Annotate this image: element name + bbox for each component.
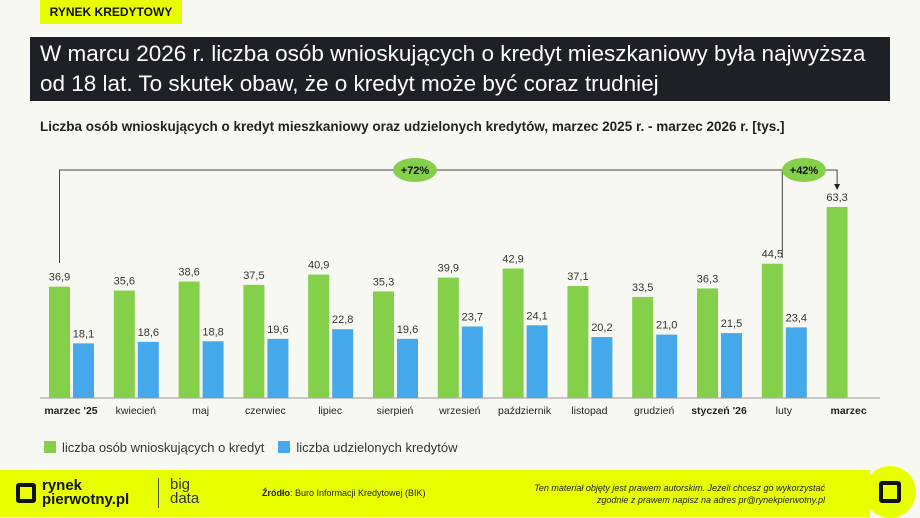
growth-badge-label: +72% (401, 165, 430, 177)
x-tick-label: styczeń '26 (691, 405, 747, 417)
data-label: 38,6 (178, 267, 199, 279)
bar (437, 277, 459, 398)
logo-square-icon (16, 483, 36, 503)
bar (826, 207, 848, 398)
x-tick-label: listopad (571, 405, 607, 417)
copyright-note: Ten materiał objęty jest prawem autorski… (534, 483, 825, 505)
data-label: 24,1 (526, 310, 547, 322)
data-label: 35,6 (114, 276, 135, 288)
x-tick-label: maj (192, 405, 209, 417)
divider (158, 478, 159, 508)
source: Źródło: Buro Informacji Kredytowej (BIK) (262, 488, 426, 498)
data-label: 36,3 (697, 273, 718, 285)
bar (267, 338, 289, 398)
rynekpierwotny-logo[interactable]: rynek pierwotny.pl (16, 478, 129, 507)
x-tick-label: luty (776, 405, 793, 417)
data-label: 21,5 (721, 318, 742, 330)
annotation-line (59, 169, 823, 263)
x-tick-label: październik (498, 405, 552, 417)
data-label: 44,5 (762, 249, 783, 261)
x-tick-label: lipiec (318, 405, 342, 417)
data-label: 40,9 (308, 260, 329, 272)
x-tick-label: czerwiec (245, 405, 286, 417)
data-label: 23,4 (786, 312, 807, 324)
bar-chart: 36,9 18,1 marzec '25 35,6 18,6 kwiecień 38,6 18… (40, 158, 880, 417)
bar (373, 291, 394, 398)
data-label: 36,9 (49, 272, 70, 284)
data-label: 20,2 (591, 322, 612, 334)
data-label: 37,1 (567, 271, 588, 283)
data-label: 39,9 (438, 263, 459, 275)
bar (243, 284, 265, 398)
bar (721, 333, 742, 398)
growth-badge-label: +42% (790, 165, 819, 177)
x-tick-label: sierpień (377, 405, 414, 417)
footer: rynek pierwotny.pl big data Źródło: Buro I… (0, 470, 870, 517)
data-label: 18,1 (73, 328, 94, 340)
data-label: 22,8 (332, 314, 353, 326)
bar (178, 281, 200, 398)
bar (697, 288, 718, 398)
growth-badge (782, 158, 826, 182)
legend-item-loans: liczba udzielonych kredytów (278, 440, 457, 455)
data-label: 19,6 (267, 324, 288, 336)
data-label: 37,5 (243, 270, 264, 282)
bar (567, 286, 589, 398)
x-tick-label: kwiecień (116, 405, 156, 417)
bar (656, 334, 678, 398)
bar (332, 329, 354, 398)
bar (137, 341, 159, 398)
chart-title: Liczba osób wnioskujących o kredyt miesz… (40, 119, 785, 134)
bar (49, 286, 70, 398)
legend: liczba osób wnioskujących o kredyt liczb… (44, 440, 457, 455)
category-tag: RYNEK KREDYTOWY (40, 0, 182, 24)
data-label: 33,5 (632, 282, 653, 294)
bar (761, 263, 783, 398)
x-tick-label: marzec '25 (44, 405, 97, 417)
legend-item-applicants: liczba osób wnioskujących o kredyt (44, 440, 264, 455)
bar (397, 338, 418, 398)
bar (526, 325, 548, 398)
data-label: 18,6 (138, 327, 159, 339)
growth-badge (393, 158, 437, 182)
bar (113, 290, 135, 398)
data-label: 18,8 (202, 326, 223, 338)
bar (308, 274, 330, 398)
data-label: 19,6 (397, 324, 418, 336)
bar (502, 268, 524, 398)
logo-circle-icon (864, 466, 916, 518)
bar (73, 343, 94, 398)
bar (632, 296, 654, 398)
data-label: 21,0 (656, 320, 677, 332)
data-label: 63,3 (826, 192, 847, 204)
x-tick-label: marzec (830, 405, 866, 417)
legend-label: liczba udzielonych kredytów (296, 440, 458, 455)
data-label: 42,9 (502, 254, 523, 266)
bar (591, 337, 613, 398)
bar (785, 327, 807, 398)
x-tick-label: grudzień (634, 405, 674, 417)
legend-label: liczba osób wnioskujących o kredyt (62, 440, 265, 455)
bar (461, 326, 483, 398)
email-link[interactable]: pr@rynekpierwotny.pl (738, 495, 825, 505)
bar (202, 341, 224, 398)
bigdata-logo: big data (170, 476, 200, 507)
headline: W marcu 2026 r. liczba osób wnioskującyc… (30, 37, 890, 101)
arrow-icon (834, 184, 841, 190)
data-label: 23,7 (462, 311, 483, 323)
data-label: 35,3 (373, 276, 394, 288)
x-tick-label: wrzesień (438, 405, 481, 417)
